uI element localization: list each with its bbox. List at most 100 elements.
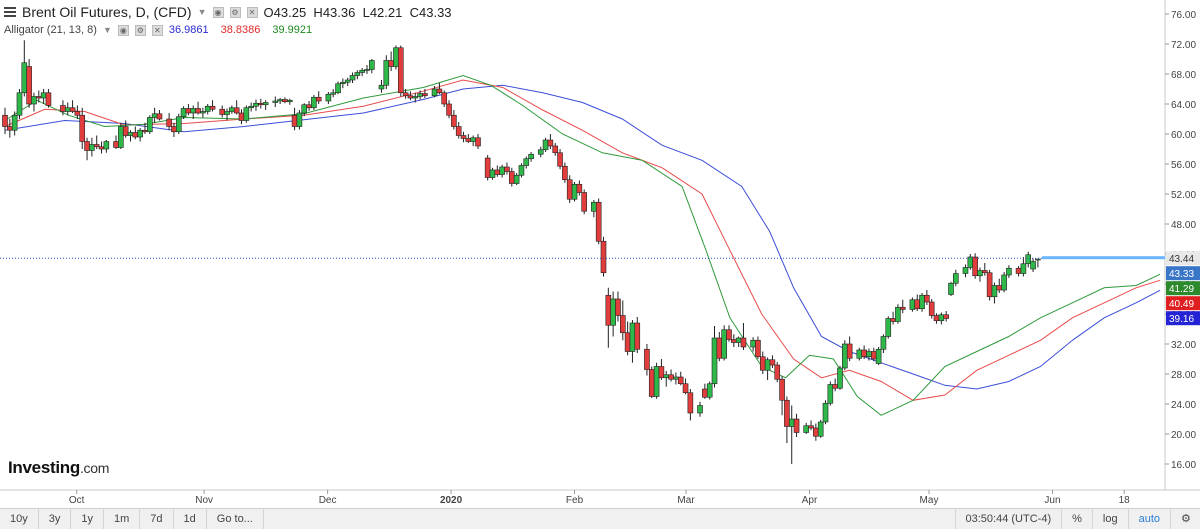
candle-body [417,93,423,97]
range-1y-button[interactable]: 1y [71,509,104,529]
candle-body [764,359,771,371]
candle-body [243,107,250,121]
x-tick-label: Jun [1044,495,1060,506]
candle-body [1020,263,1027,274]
candle-body [451,114,457,127]
candle-body [721,329,727,359]
candle-body [909,299,916,310]
candle-body [98,146,105,150]
range-10y-button[interactable]: 10y [0,509,39,529]
candle-body [127,132,134,136]
candle-body [26,66,32,105]
candle-body [291,114,298,127]
eye-icon[interactable]: ◉ [212,6,224,18]
range-7d-button[interactable]: 7d [140,509,174,529]
candle-body [682,383,689,394]
menu-icon[interactable] [4,7,16,17]
candle-body [981,270,988,274]
candle-body [827,384,834,404]
y-tick-label: 64.00 [1171,100,1196,111]
grid [0,0,1200,491]
candle-body [895,306,901,322]
candle-body [591,201,597,212]
investing-logo: Investing.com [8,458,110,477]
chevron-down-icon[interactable]: ▼ [197,7,207,17]
candle-body [518,165,525,176]
candle-body [16,92,23,116]
candle-body [513,174,520,184]
candle-body [286,99,293,103]
close-icon[interactable]: ✕ [151,24,163,36]
candle-body [562,165,568,181]
x-axis[interactable]: Oct Nov Dec 2020 Feb Mar Apr May Jun 18 [69,490,1130,506]
candle-body [731,339,737,343]
y-tick-label: 56.00 [1171,160,1196,171]
candle-body [441,92,448,105]
candles [2,40,1041,464]
candle-body [103,141,110,150]
range-1d-button[interactable]: 1d [174,509,207,529]
candle-body [258,102,264,106]
indicator-lips-value: 39.9921 [272,24,313,36]
candle-body [84,141,90,151]
goto-button[interactable]: Go to... [207,509,264,529]
gear-icon[interactable]: ⚙ [1170,509,1200,529]
candle-body [446,103,452,116]
price-chart[interactable]: 16.0020.0024.0028.0032.0036.0040.0044.00… [0,0,1200,508]
candle-body [615,298,621,316]
close-icon[interactable]: ✕ [246,6,258,18]
candle-body [938,314,945,322]
y-tick-label: 72.00 [1171,40,1196,51]
candle-body [832,384,838,389]
clock-time: 03:50:44 (UTC-4) [954,509,1062,529]
range-1m-button[interactable]: 1m [104,509,141,529]
candle-body [330,92,337,95]
candle-body [146,117,153,133]
candle-body [393,47,399,67]
y-tick-label: 76.00 [1171,10,1196,21]
y-axis[interactable]: 16.0020.0024.0028.0032.0036.0040.0044.00… [1165,10,1196,471]
settings-icon[interactable]: ⚙ [134,24,146,36]
candle-body [576,183,583,193]
eye-icon[interactable]: ◉ [117,24,129,36]
candle-body [928,301,935,316]
candle-body [378,84,385,90]
candle-body [494,169,501,175]
candle-body [837,367,843,389]
log-button[interactable]: log [1091,509,1128,529]
candle-body [282,99,288,103]
range-3y-button[interactable]: 3y [39,509,72,529]
candle-body [600,240,607,274]
candle-body [571,183,578,200]
candle-body [359,69,365,73]
candle-body [991,285,998,298]
candle-body [528,153,534,160]
candle-body [93,144,100,148]
candle-body [11,114,18,131]
candle-body [166,118,172,127]
candle-body [465,138,472,142]
candle-body [1035,258,1041,261]
candle-body [793,418,800,433]
candle-body [673,376,679,380]
candle-body [397,47,404,94]
chevron-down-icon[interactable]: ▼ [102,25,112,35]
candle-body [972,256,978,277]
candle-body [788,418,795,427]
candle-body [475,137,481,147]
x-tick-label: Oct [69,495,85,506]
candle-body [60,105,66,112]
settings-icon[interactable]: ⚙ [229,6,241,18]
candle-body [813,427,819,437]
price-label-box [1166,311,1200,326]
auto-button[interactable]: auto [1127,509,1170,529]
candle-body [702,388,708,398]
candle-body [156,113,163,120]
percent-button[interactable]: % [1061,509,1092,529]
candle-body [1025,254,1032,265]
candle-body [899,306,906,310]
candle-body [610,298,616,326]
candle-body [200,111,206,114]
candle-body [369,60,375,70]
candle-body [706,383,713,398]
